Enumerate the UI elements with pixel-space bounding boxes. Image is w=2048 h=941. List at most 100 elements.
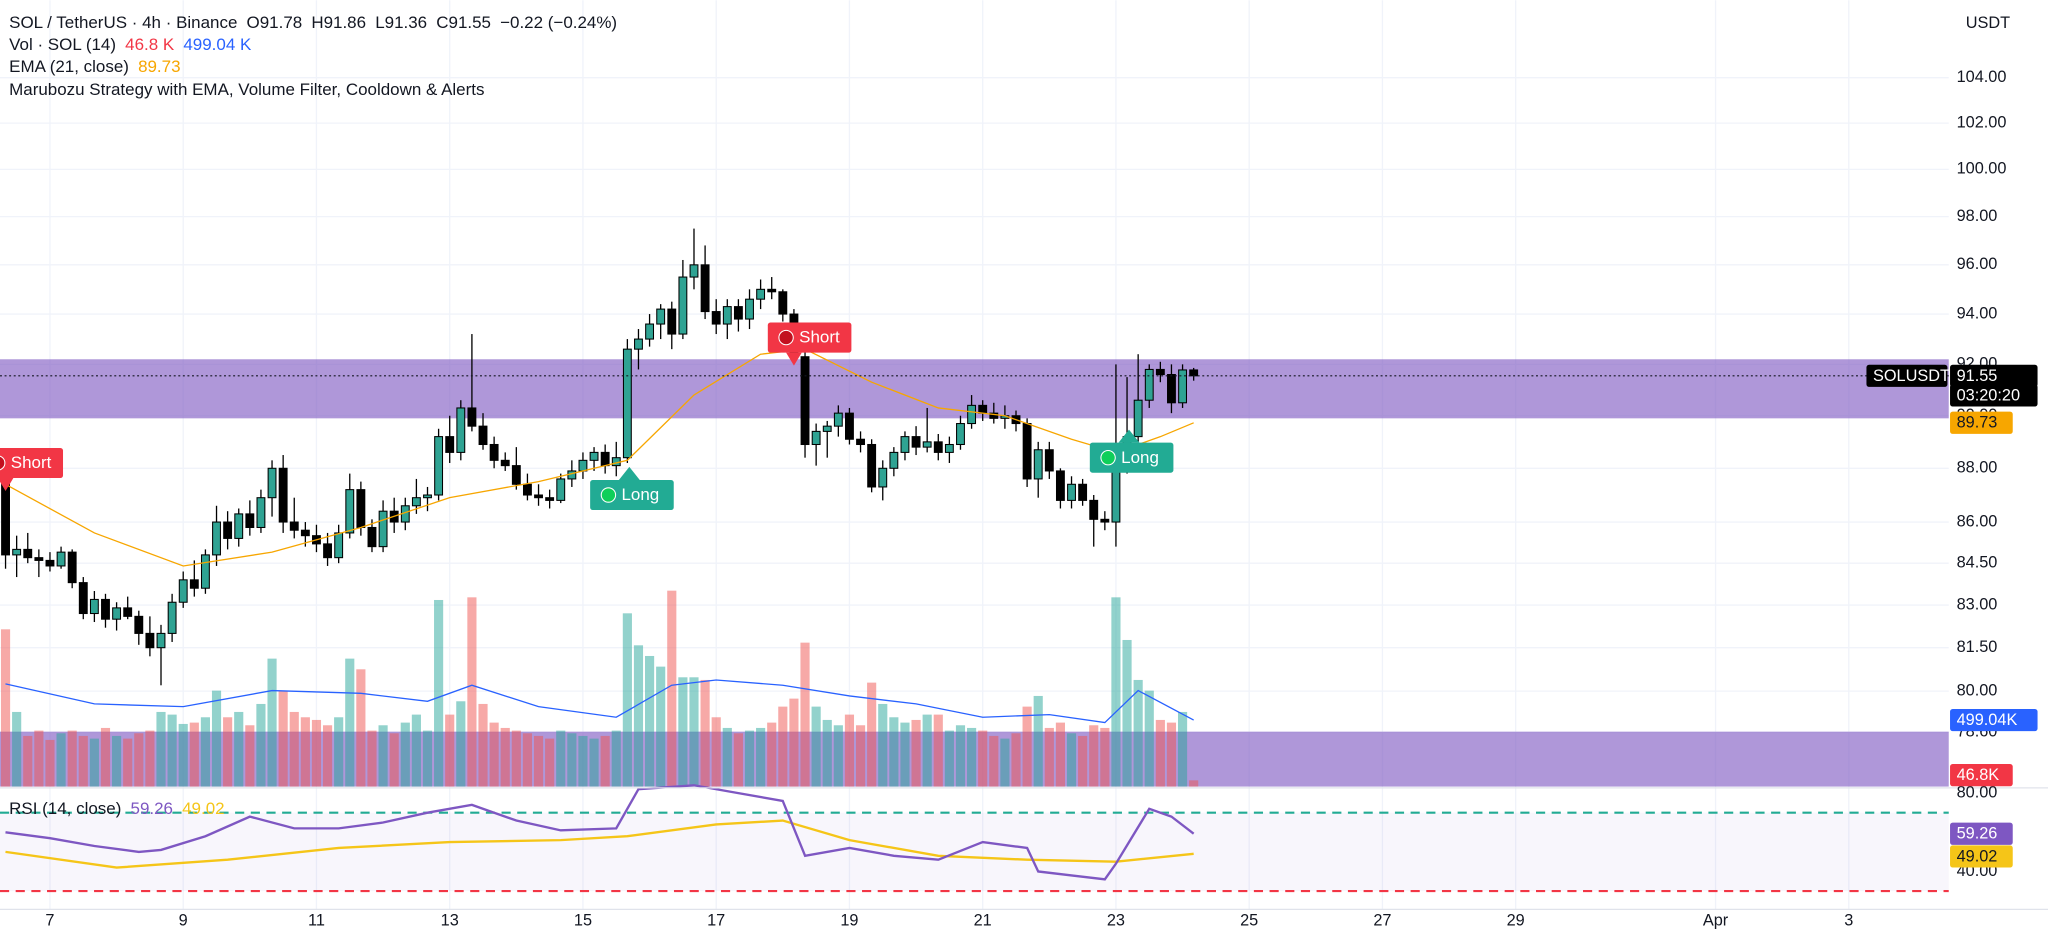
candle-body [367, 526, 377, 548]
volume-tag-text: 46.8K [1957, 766, 2000, 784]
price-tag: 91.55 [1950, 364, 2038, 387]
volume-bar [223, 717, 233, 787]
volume-bar [700, 679, 710, 787]
candle-body [756, 288, 766, 300]
candle-body [1055, 470, 1065, 501]
candle-body [511, 465, 521, 485]
x-tick-label: 9 [179, 911, 188, 929]
rsi-tick-label: 80.00 [1957, 783, 1998, 801]
signal-box [590, 479, 674, 511]
x-tick-label: 23 [1107, 911, 1125, 929]
candle-body [134, 615, 144, 634]
low: L91.36 [375, 13, 427, 32]
volume-bar [711, 717, 721, 787]
volume-bar [778, 706, 788, 787]
volume-bar [645, 655, 655, 787]
candle-body [1067, 483, 1076, 501]
y-tick-label: 104.00 [1957, 68, 2007, 86]
y-tick-label: 88.00 [1957, 459, 1998, 477]
strategy-name: Marubozu Strategy with EMA, Volume Filte… [9, 80, 484, 99]
volume-tag: 46.8K [1950, 764, 2013, 787]
ema-tag-text: 89.73 [1957, 414, 1998, 432]
rsi-ma-tag-box [1950, 845, 2013, 868]
candle-body [856, 438, 865, 446]
volume-bar [533, 735, 544, 787]
volume-bar [211, 690, 222, 787]
price-tag-text: 91.55 [1957, 367, 1998, 385]
volume-bar [467, 597, 477, 787]
candle-body [489, 443, 499, 461]
volume-bar [789, 698, 799, 787]
signal-box [767, 322, 852, 353]
volume-bar [100, 727, 111, 787]
volume-bar [622, 613, 632, 787]
candle-body [867, 443, 877, 488]
candle-body [145, 632, 155, 649]
price-tag-box [1950, 364, 2038, 387]
volume-bar [267, 658, 277, 787]
y-tick-label: 83.00 [1957, 595, 1998, 613]
candle-body [167, 601, 177, 634]
candle-body [334, 532, 344, 559]
volume-bar [1111, 597, 1121, 787]
x-tick-label: 25 [1240, 911, 1258, 929]
y-tick-label: 100.00 [1957, 160, 2007, 178]
candle-body [356, 489, 366, 529]
volume-bar [1122, 639, 1132, 787]
candle-body [345, 489, 355, 534]
high: H91.86 [311, 13, 366, 32]
candle-body [944, 443, 954, 453]
signal-pointer [0, 477, 14, 492]
candle-body [711, 311, 721, 325]
volume-bar [56, 733, 66, 787]
signal-box [1089, 442, 1174, 473]
volume-bar [589, 738, 599, 787]
y-tick-label: 84.50 [1957, 553, 1998, 571]
volume-bar [633, 645, 644, 787]
candle-body [1, 481, 10, 556]
candle-body [1078, 483, 1088, 501]
candle-body [1189, 369, 1199, 377]
candle-body [456, 407, 466, 453]
header-line: SOL / TetherUS · 4h · Binance O91.78 H91.8… [9, 13, 617, 32]
candle-body [634, 338, 643, 350]
volume-bar [989, 735, 999, 787]
rsi-tag: 59.26 [1950, 822, 2013, 845]
y-tick-label: 98.00 [1957, 207, 1998, 225]
signal-dot [0, 455, 6, 471]
rsi-ma-line [5, 819, 1194, 869]
signal: Long [1089, 429, 1174, 473]
candle-body [478, 425, 488, 446]
currency: USDT [1966, 14, 2010, 32]
countdown-tag-box [1950, 384, 2038, 407]
volume-bar [200, 717, 210, 787]
countdown-tag: 03:20:20 [1950, 384, 2038, 407]
volume-bar [889, 717, 899, 787]
volume-bar [667, 590, 677, 787]
volume-bar [900, 722, 910, 787]
candle-body [423, 494, 432, 499]
volume-bar [689, 677, 699, 787]
candle-body [12, 548, 22, 556]
volume-bar [234, 711, 244, 787]
rsi-tag-text: 59.26 [1957, 825, 1998, 843]
volume-ma-value: 499.04 K [183, 35, 252, 54]
volume-bar [522, 733, 533, 787]
x-tick-label: 13 [441, 911, 459, 929]
signal-label: Long [1121, 448, 1159, 467]
volume-bar [300, 717, 310, 787]
volume-bar [0, 629, 11, 787]
candle-body [1155, 368, 1165, 376]
volume-bar [1000, 738, 1010, 787]
x-tick-label: 19 [840, 911, 858, 929]
candle-body [45, 559, 55, 567]
candle-body [911, 436, 921, 448]
rsi-legend: RSI (14, close) 59.26 49.02 [9, 800, 224, 819]
candle-body [500, 459, 510, 467]
symbol-tag: SOLUSDT [1866, 364, 1950, 387]
volume-bar [578, 735, 588, 787]
volume-bar [944, 730, 954, 787]
candle-body [67, 551, 77, 584]
